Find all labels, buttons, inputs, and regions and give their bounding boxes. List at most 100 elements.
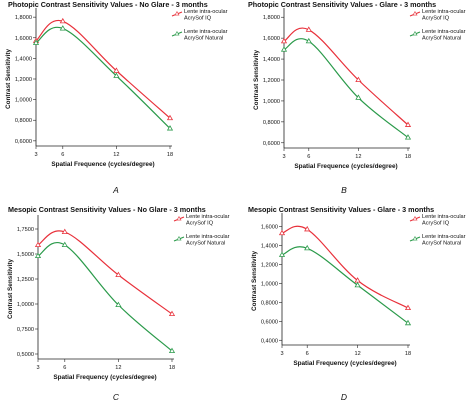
data-point-natural — [61, 241, 68, 247]
legend-entry: Lente intra-ocular AcrySof Natural — [422, 29, 466, 42]
data-point-iq — [355, 76, 362, 82]
y-tick-label: 1,2000 — [261, 262, 278, 268]
data-point-iq — [304, 225, 311, 232]
legend-entry: Lente intra-ocular AcrySof Natural — [422, 234, 466, 247]
x-axis-label: Spatial Frequency (cycles/degree) — [53, 374, 156, 381]
y-tick-label: 0,8000 — [15, 118, 32, 124]
panel-4: Mesopic Contrast Sensitivity Values - Gl… — [248, 205, 466, 402]
y-axis-label: Contrast Sensitivity — [251, 251, 258, 311]
data-point-iq — [34, 241, 42, 247]
data-point-iq — [59, 17, 66, 24]
panel-3: Mesopic Contrast Sensitivity Values - No… — [7, 205, 230, 402]
data-point-natural — [59, 25, 66, 31]
legend-entry-line: Lente intra-ocular — [184, 29, 228, 35]
panel-label: A — [112, 185, 119, 195]
legend-entry-line: AcrySof IQ — [422, 16, 450, 22]
series-line-natural — [35, 26, 171, 129]
panel-1: Photopic Contrast Sensitivity Values - N… — [5, 0, 228, 195]
series-line-iq — [283, 27, 409, 126]
y-tick-label: 1,7500 — [17, 227, 34, 233]
legend-entry-line: Lente intra-ocular — [186, 234, 230, 240]
panel-label: C — [113, 392, 120, 402]
series-line-iq — [35, 19, 171, 119]
legend-marker — [412, 10, 418, 16]
legend-entry-line: Lente intra-ocular — [184, 9, 228, 15]
y-tick-label: 1,2000 — [263, 78, 280, 84]
y-tick-label: 1,4000 — [263, 57, 280, 63]
x-tick-label: 6 — [306, 351, 309, 357]
panel-label: B — [341, 185, 347, 195]
x-tick-label: 3 — [280, 351, 283, 357]
y-tick-label: 1,0000 — [17, 302, 34, 308]
data-point-natural — [404, 134, 412, 140]
data-point-natural — [355, 94, 362, 100]
chart-title: Photopic Contrast Sensitivity Values - N… — [8, 0, 208, 9]
y-axis-label: Contrast Sensitivity — [5, 49, 12, 109]
panel-label: D — [341, 392, 347, 402]
y-tick-label: 0,4000 — [261, 338, 278, 344]
series-line-natural — [37, 242, 173, 352]
legend-marker — [412, 30, 418, 36]
legend-marker — [412, 235, 418, 241]
legend-entry-line: Lente intra-ocular — [422, 9, 466, 15]
x-tick-label: 12 — [354, 351, 360, 357]
legend-entry-line: Lente intra-ocular — [186, 214, 230, 220]
y-tick-label: 1,6000 — [263, 36, 280, 42]
x-tick-label: 6 — [63, 365, 66, 371]
y-tick-label: 0,6000 — [15, 139, 32, 145]
legend-marker — [176, 235, 182, 241]
y-tick-label: 1,0000 — [15, 98, 32, 104]
data-point-natural — [32, 39, 40, 45]
data-point-iq — [404, 304, 412, 311]
x-tick-label: 6 — [307, 154, 310, 160]
x-axis-label: Spatial Frequence (cycles/degree) — [294, 163, 397, 170]
data-point-natural — [34, 252, 42, 258]
legend-entry-line: Lente intra-ocular — [422, 234, 466, 240]
data-point-natural — [166, 125, 174, 131]
data-point-natural — [404, 319, 412, 326]
y-tick-label: 0,8000 — [261, 300, 278, 306]
y-tick-label: 0,8000 — [263, 120, 280, 126]
y-tick-label: 0,6000 — [263, 141, 280, 147]
legend-marker — [174, 30, 180, 36]
x-tick-label: 18 — [169, 365, 175, 371]
data-point-iq — [113, 67, 120, 73]
y-tick-label: 1,6000 — [261, 224, 278, 230]
x-tick-label: 3 — [282, 154, 285, 160]
y-tick-label: 1,0000 — [263, 99, 280, 105]
y-tick-label: 1,8000 — [263, 15, 280, 21]
x-tick-label: 12 — [113, 152, 119, 158]
data-point-iq — [166, 114, 174, 121]
data-point-iq — [278, 229, 286, 236]
y-tick-label: 1,0000 — [261, 281, 278, 287]
legend-marker — [176, 215, 182, 221]
series-line-iq — [37, 230, 173, 315]
panel-2: Photopic Contrast Sensitivity Values - G… — [248, 0, 466, 195]
legend-entry-line: AcrySof Natural — [184, 36, 223, 42]
legend-entry-line: AcrySof Natural — [422, 36, 461, 42]
y-tick-label: 0,7500 — [17, 327, 34, 333]
legend-entry: Lente intra-ocular AcrySof IQ — [184, 9, 228, 22]
y-tick-label: 0,5000 — [17, 352, 34, 358]
y-tick-label: 1,2000 — [15, 77, 32, 83]
data-point-iq — [115, 271, 122, 277]
y-tick-label: 1,2500 — [17, 277, 34, 283]
y-tick-label: 0,6000 — [261, 319, 278, 325]
legend-entry: Lente intra-ocular AcrySof IQ — [422, 214, 466, 227]
data-point-iq — [168, 310, 176, 316]
y-tick-label: 1,4000 — [15, 56, 32, 62]
chart-title: Photopic Contrast Sensitivity Values - G… — [248, 0, 436, 9]
series-line-natural — [281, 246, 409, 324]
data-point-natural — [280, 46, 288, 52]
legend-entry-line: Lente intra-ocular — [422, 29, 466, 35]
legend-entry-line: AcrySof IQ — [186, 221, 214, 227]
legend-marker — [174, 10, 180, 16]
data-point-natural — [168, 347, 176, 353]
x-tick-label: 18 — [405, 154, 411, 160]
legend-entry-line: AcrySof IQ — [184, 16, 212, 22]
legend-entry-line: Lente intra-ocular — [422, 214, 466, 220]
x-tick-label: 12 — [355, 154, 361, 160]
legend-entry-line: AcrySof Natural — [186, 241, 225, 247]
y-tick-label: 1,6000 — [15, 36, 32, 42]
